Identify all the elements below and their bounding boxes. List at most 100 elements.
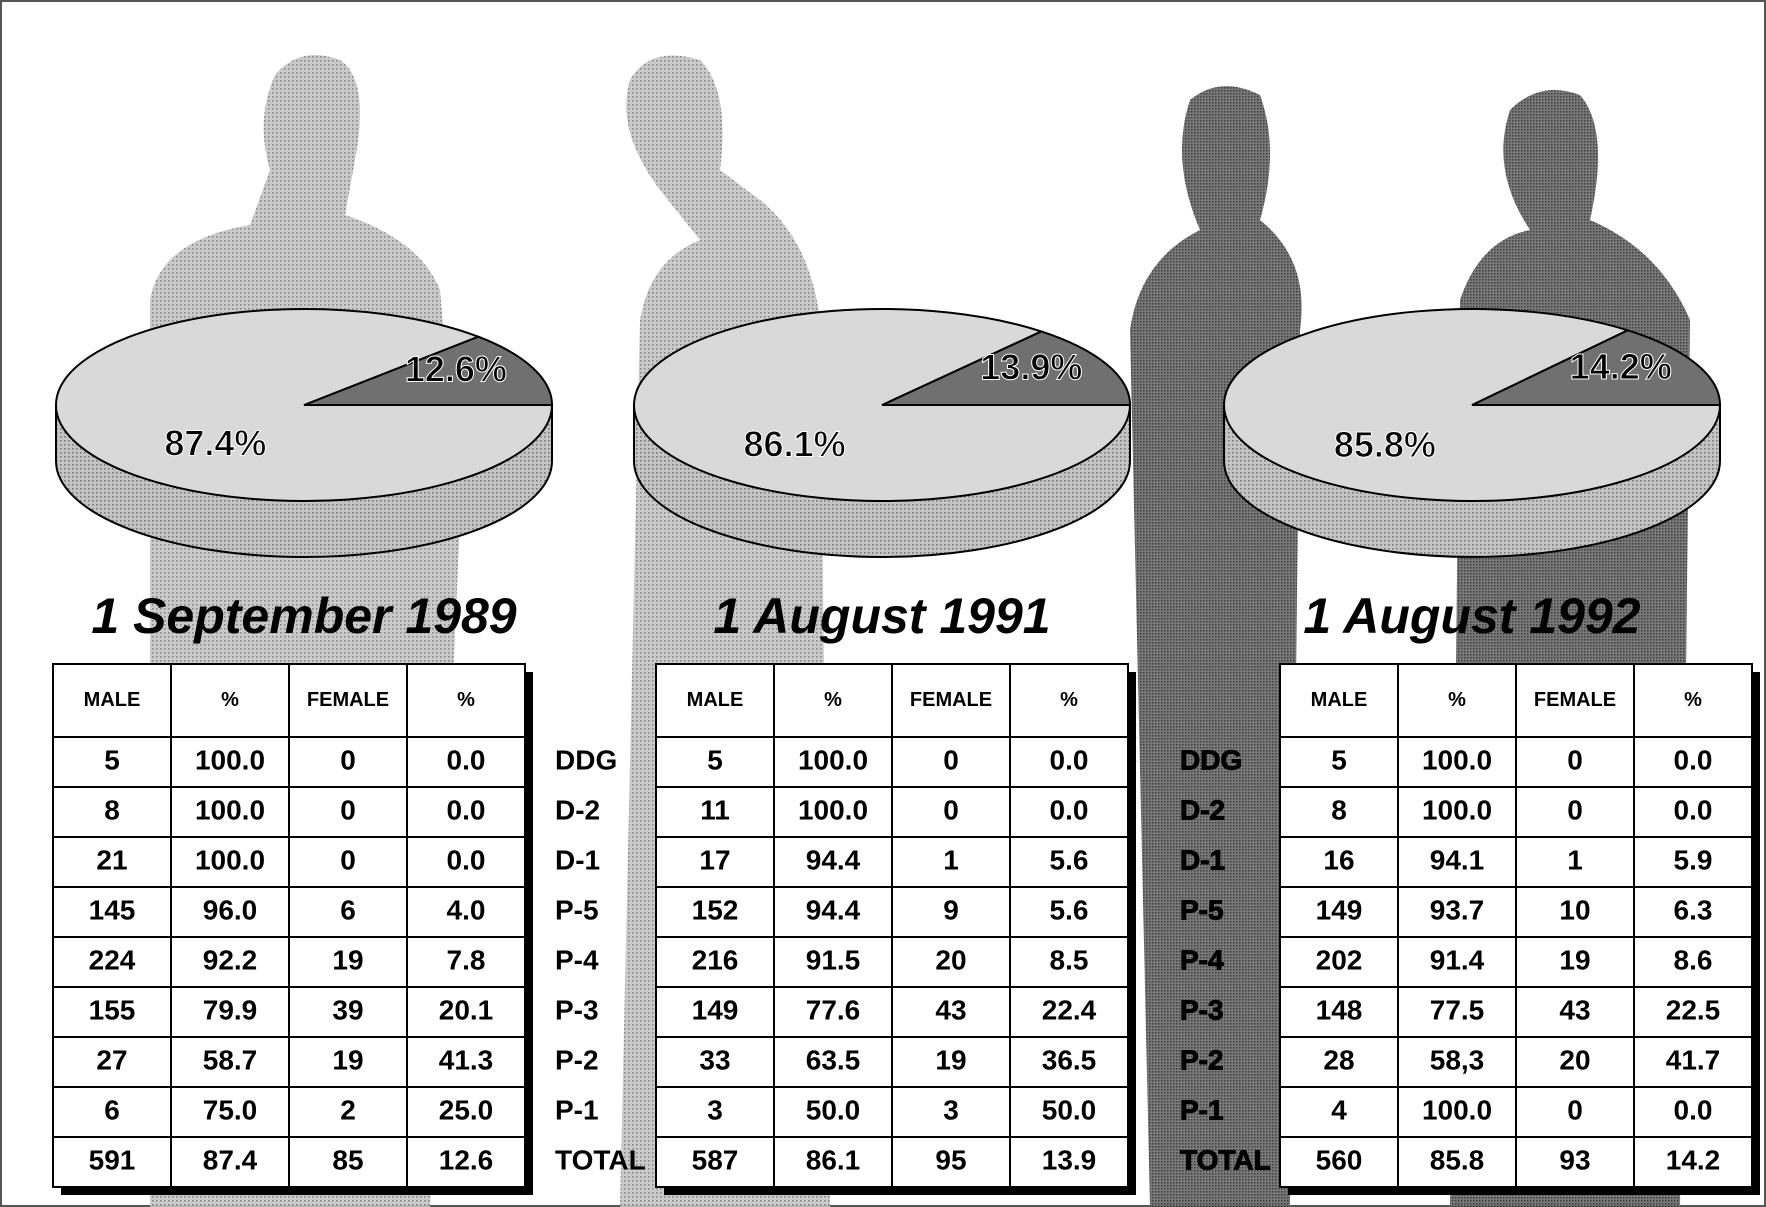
grade-label: P-4 (555, 944, 599, 975)
table-cell: 41.3 (439, 1044, 494, 1075)
table-cell: 17 (699, 844, 730, 875)
table-cell: 95 (935, 1144, 966, 1175)
table-cell: 94.4 (806, 894, 861, 925)
table-cell: 4.0 (447, 894, 486, 925)
table-cell: 100.0 (1422, 1094, 1492, 1125)
column-header: % (457, 689, 475, 711)
table-cell: 94.4 (806, 844, 861, 875)
table-cell: 12.6 (439, 1144, 494, 1175)
pie-slice (56, 309, 552, 501)
table-cell: 0 (340, 794, 356, 825)
table-cell: 28 (1323, 1044, 1354, 1075)
pie-label: 14.2% (1570, 346, 1672, 387)
table-cell: 0.0 (1050, 744, 1089, 775)
table-cell: 149 (692, 994, 739, 1025)
table-cell: 148 (1316, 994, 1363, 1025)
date-title: 1 August 1991 (713, 588, 1050, 644)
table-cell: 41.7 (1666, 1044, 1721, 1075)
table-cell: 22.5 (1666, 994, 1721, 1025)
pie-label: 87.4% (164, 423, 266, 464)
table-cell: 202 (1316, 944, 1363, 975)
table-cell: 33 (699, 1044, 730, 1075)
table-cell: 43 (1559, 994, 1590, 1025)
table-cell: 4 (1331, 1094, 1347, 1125)
table-cell: 224 (89, 944, 136, 975)
table-cell: 8 (1331, 794, 1347, 825)
table-cell: 6 (104, 1094, 120, 1125)
table-cell: 20.1 (439, 994, 494, 1025)
table-cell: 93.7 (1430, 894, 1485, 925)
table-cell: 0 (340, 744, 356, 775)
pie-label: 85.8% (1334, 424, 1436, 465)
table-cell: 0.0 (447, 844, 486, 875)
table-cell: 5.6 (1050, 844, 1089, 875)
grade-label: P-1 (1180, 1094, 1224, 1125)
table-cell: 1 (943, 844, 959, 875)
table-cell: 100.0 (195, 744, 265, 775)
grade-label: P-3 (1180, 994, 1224, 1025)
table-cell: 27 (96, 1044, 127, 1075)
table-cell: 91.4 (1430, 944, 1485, 975)
table-cell: 587 (692, 1144, 739, 1175)
date-title: 1 September 1989 (91, 588, 516, 644)
table-cell: 96.0 (203, 894, 258, 925)
table-cell: 0 (1567, 794, 1583, 825)
table-cell: 100.0 (1422, 794, 1492, 825)
grade-label: P-3 (555, 994, 599, 1025)
table-cell: 77.6 (806, 994, 861, 1025)
table-cell: 13.9 (1042, 1144, 1097, 1175)
table-cell: 8.6 (1674, 944, 1713, 975)
table-cell: 50.0 (1042, 1094, 1097, 1125)
table-cell: 591 (89, 1144, 136, 1175)
column-header: FEMALE (910, 689, 992, 711)
table-cell: 19 (332, 1044, 363, 1075)
table-cell: 8 (104, 794, 120, 825)
table-cell: 0 (1567, 1094, 1583, 1125)
grade-label: TOTAL (555, 1144, 646, 1175)
table-cell: 19 (1559, 944, 1590, 975)
column-header: % (1060, 689, 1078, 711)
column-header: % (221, 689, 239, 711)
table-cell: 19 (332, 944, 363, 975)
table-cell: 21 (96, 844, 127, 875)
table-cell: 5 (707, 744, 723, 775)
table-cell: 20 (1559, 1044, 1590, 1075)
table-cell: 0 (943, 794, 959, 825)
grade-label: DDG (555, 744, 617, 775)
table-cell: 0.0 (1050, 794, 1089, 825)
grade-label: D-2 (1180, 794, 1225, 825)
table-cell: 152 (692, 894, 739, 925)
table-cell: 5 (104, 744, 120, 775)
table-cell: 93 (1559, 1144, 1590, 1175)
table-cell: 0.0 (447, 794, 486, 825)
table-cell: 85.8 (1430, 1144, 1485, 1175)
column-header: % (824, 689, 842, 711)
table-cell: 0.0 (1674, 794, 1713, 825)
column-header: FEMALE (1534, 689, 1616, 711)
table-cell: 0 (1567, 744, 1583, 775)
grade-label: TOTAL (1180, 1144, 1271, 1175)
column-header: FEMALE (307, 689, 389, 711)
table-cell: 58,3 (1430, 1044, 1485, 1075)
table-cell: 85 (332, 1144, 363, 1175)
infographic: 87.4% 12.6% 1 September 1989 86.1% 13.9% 1 Au… (0, 0, 1766, 1207)
table-cell: 100.0 (195, 844, 265, 875)
pie-label: 86.1% (744, 424, 846, 465)
table-cell: 100.0 (798, 744, 868, 775)
table-cell: 6.3 (1674, 894, 1713, 925)
table-cell: 20 (935, 944, 966, 975)
table-cell: 0.0 (1674, 1094, 1713, 1125)
grade-label: D-1 (1180, 844, 1225, 875)
table-cell: 8.5 (1050, 944, 1089, 975)
table-cell: 9 (943, 894, 959, 925)
table-cell: 100.0 (798, 794, 868, 825)
column-header: MALE (687, 689, 744, 711)
table-cell: 3 (707, 1094, 723, 1125)
table-cell: 16 (1323, 844, 1354, 875)
table-cell: 155 (89, 994, 136, 1025)
grade-label: DDG (1180, 744, 1242, 775)
table-cell: 145 (89, 894, 136, 925)
table-cell: 0 (943, 744, 959, 775)
table-cell: 94.1 (1430, 844, 1485, 875)
table-cell: 149 (1316, 894, 1363, 925)
